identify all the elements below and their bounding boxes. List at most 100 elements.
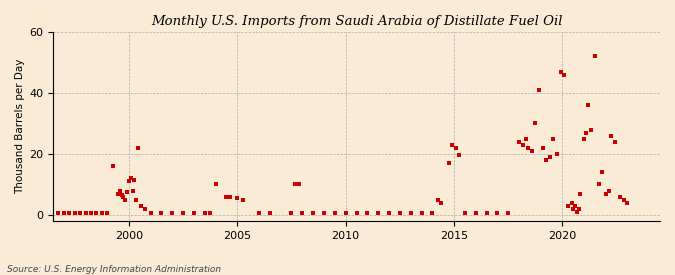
Point	[293, 182, 304, 187]
Point	[481, 211, 492, 216]
Point	[156, 211, 167, 216]
Point	[102, 211, 113, 216]
Point	[131, 197, 142, 202]
Point	[199, 211, 210, 216]
Point	[537, 146, 548, 150]
Point	[297, 211, 308, 216]
Point	[119, 197, 130, 202]
Point	[59, 211, 70, 216]
Point	[405, 211, 416, 216]
Point	[447, 142, 458, 147]
Point	[70, 211, 80, 216]
Point	[132, 146, 143, 150]
Point	[286, 211, 297, 216]
Point	[80, 211, 91, 216]
Point	[454, 153, 465, 158]
Point	[572, 210, 583, 214]
Point	[568, 207, 578, 211]
Point	[167, 211, 178, 216]
Point	[113, 191, 124, 196]
Point	[606, 133, 617, 138]
Point	[308, 211, 319, 216]
Point	[570, 204, 580, 208]
Point	[210, 182, 221, 187]
Point	[394, 211, 405, 216]
Point	[53, 211, 64, 216]
Point	[319, 211, 329, 216]
Point	[523, 146, 534, 150]
Point	[521, 136, 532, 141]
Point	[140, 207, 151, 211]
Point	[618, 197, 629, 202]
Point	[615, 194, 626, 199]
Point	[362, 211, 373, 216]
Point	[329, 211, 340, 216]
Point	[114, 188, 125, 193]
Point	[238, 197, 248, 202]
Y-axis label: Thousand Barrels per Day: Thousand Barrels per Day	[15, 59, 25, 194]
Point	[102, 211, 113, 216]
Title: Monthly U.S. Imports from Saudi Arabia of Distillate Fuel Oil: Monthly U.S. Imports from Saudi Arabia o…	[151, 15, 562, 28]
Point	[122, 190, 132, 194]
Point	[254, 211, 265, 216]
Point	[129, 178, 140, 182]
Point	[450, 146, 461, 150]
Point	[124, 179, 134, 184]
Point	[556, 69, 566, 74]
Point	[351, 211, 362, 216]
Point	[597, 170, 608, 174]
Point	[583, 103, 593, 107]
Point	[551, 152, 562, 156]
Point	[416, 211, 427, 216]
Point	[126, 176, 136, 180]
Point	[373, 211, 383, 216]
Point	[116, 193, 127, 197]
Point	[145, 211, 156, 216]
Point	[514, 139, 524, 144]
Point	[86, 211, 97, 216]
Point	[593, 182, 604, 187]
Point	[526, 149, 537, 153]
Point	[64, 211, 75, 216]
Point	[610, 139, 620, 144]
Point	[589, 54, 600, 59]
Point	[91, 211, 102, 216]
Point	[178, 211, 188, 216]
Point	[470, 211, 481, 216]
Point	[340, 211, 351, 216]
Point	[118, 194, 129, 199]
Point	[107, 164, 118, 168]
Point	[604, 188, 615, 193]
Point	[188, 211, 199, 216]
Point	[383, 211, 394, 216]
Point	[503, 211, 514, 216]
Point	[578, 136, 589, 141]
Point	[600, 191, 611, 196]
Point	[517, 142, 528, 147]
Point	[580, 130, 591, 135]
Point	[290, 182, 300, 187]
Point	[136, 204, 147, 208]
Point	[566, 200, 577, 205]
Point	[548, 136, 559, 141]
Point	[559, 72, 570, 77]
Point	[586, 127, 597, 132]
Point	[573, 207, 584, 211]
Point	[205, 211, 215, 216]
Point	[575, 191, 586, 196]
Point	[534, 88, 545, 92]
Point	[562, 204, 573, 208]
Point	[622, 200, 633, 205]
Point	[221, 194, 232, 199]
Point	[427, 211, 438, 216]
Point	[530, 121, 541, 126]
Point	[541, 158, 551, 162]
Point	[460, 211, 470, 216]
Point	[75, 211, 86, 216]
Point	[127, 188, 138, 193]
Point	[265, 211, 275, 216]
Point	[97, 211, 107, 216]
Point	[232, 196, 243, 200]
Point	[443, 161, 454, 165]
Point	[433, 197, 443, 202]
